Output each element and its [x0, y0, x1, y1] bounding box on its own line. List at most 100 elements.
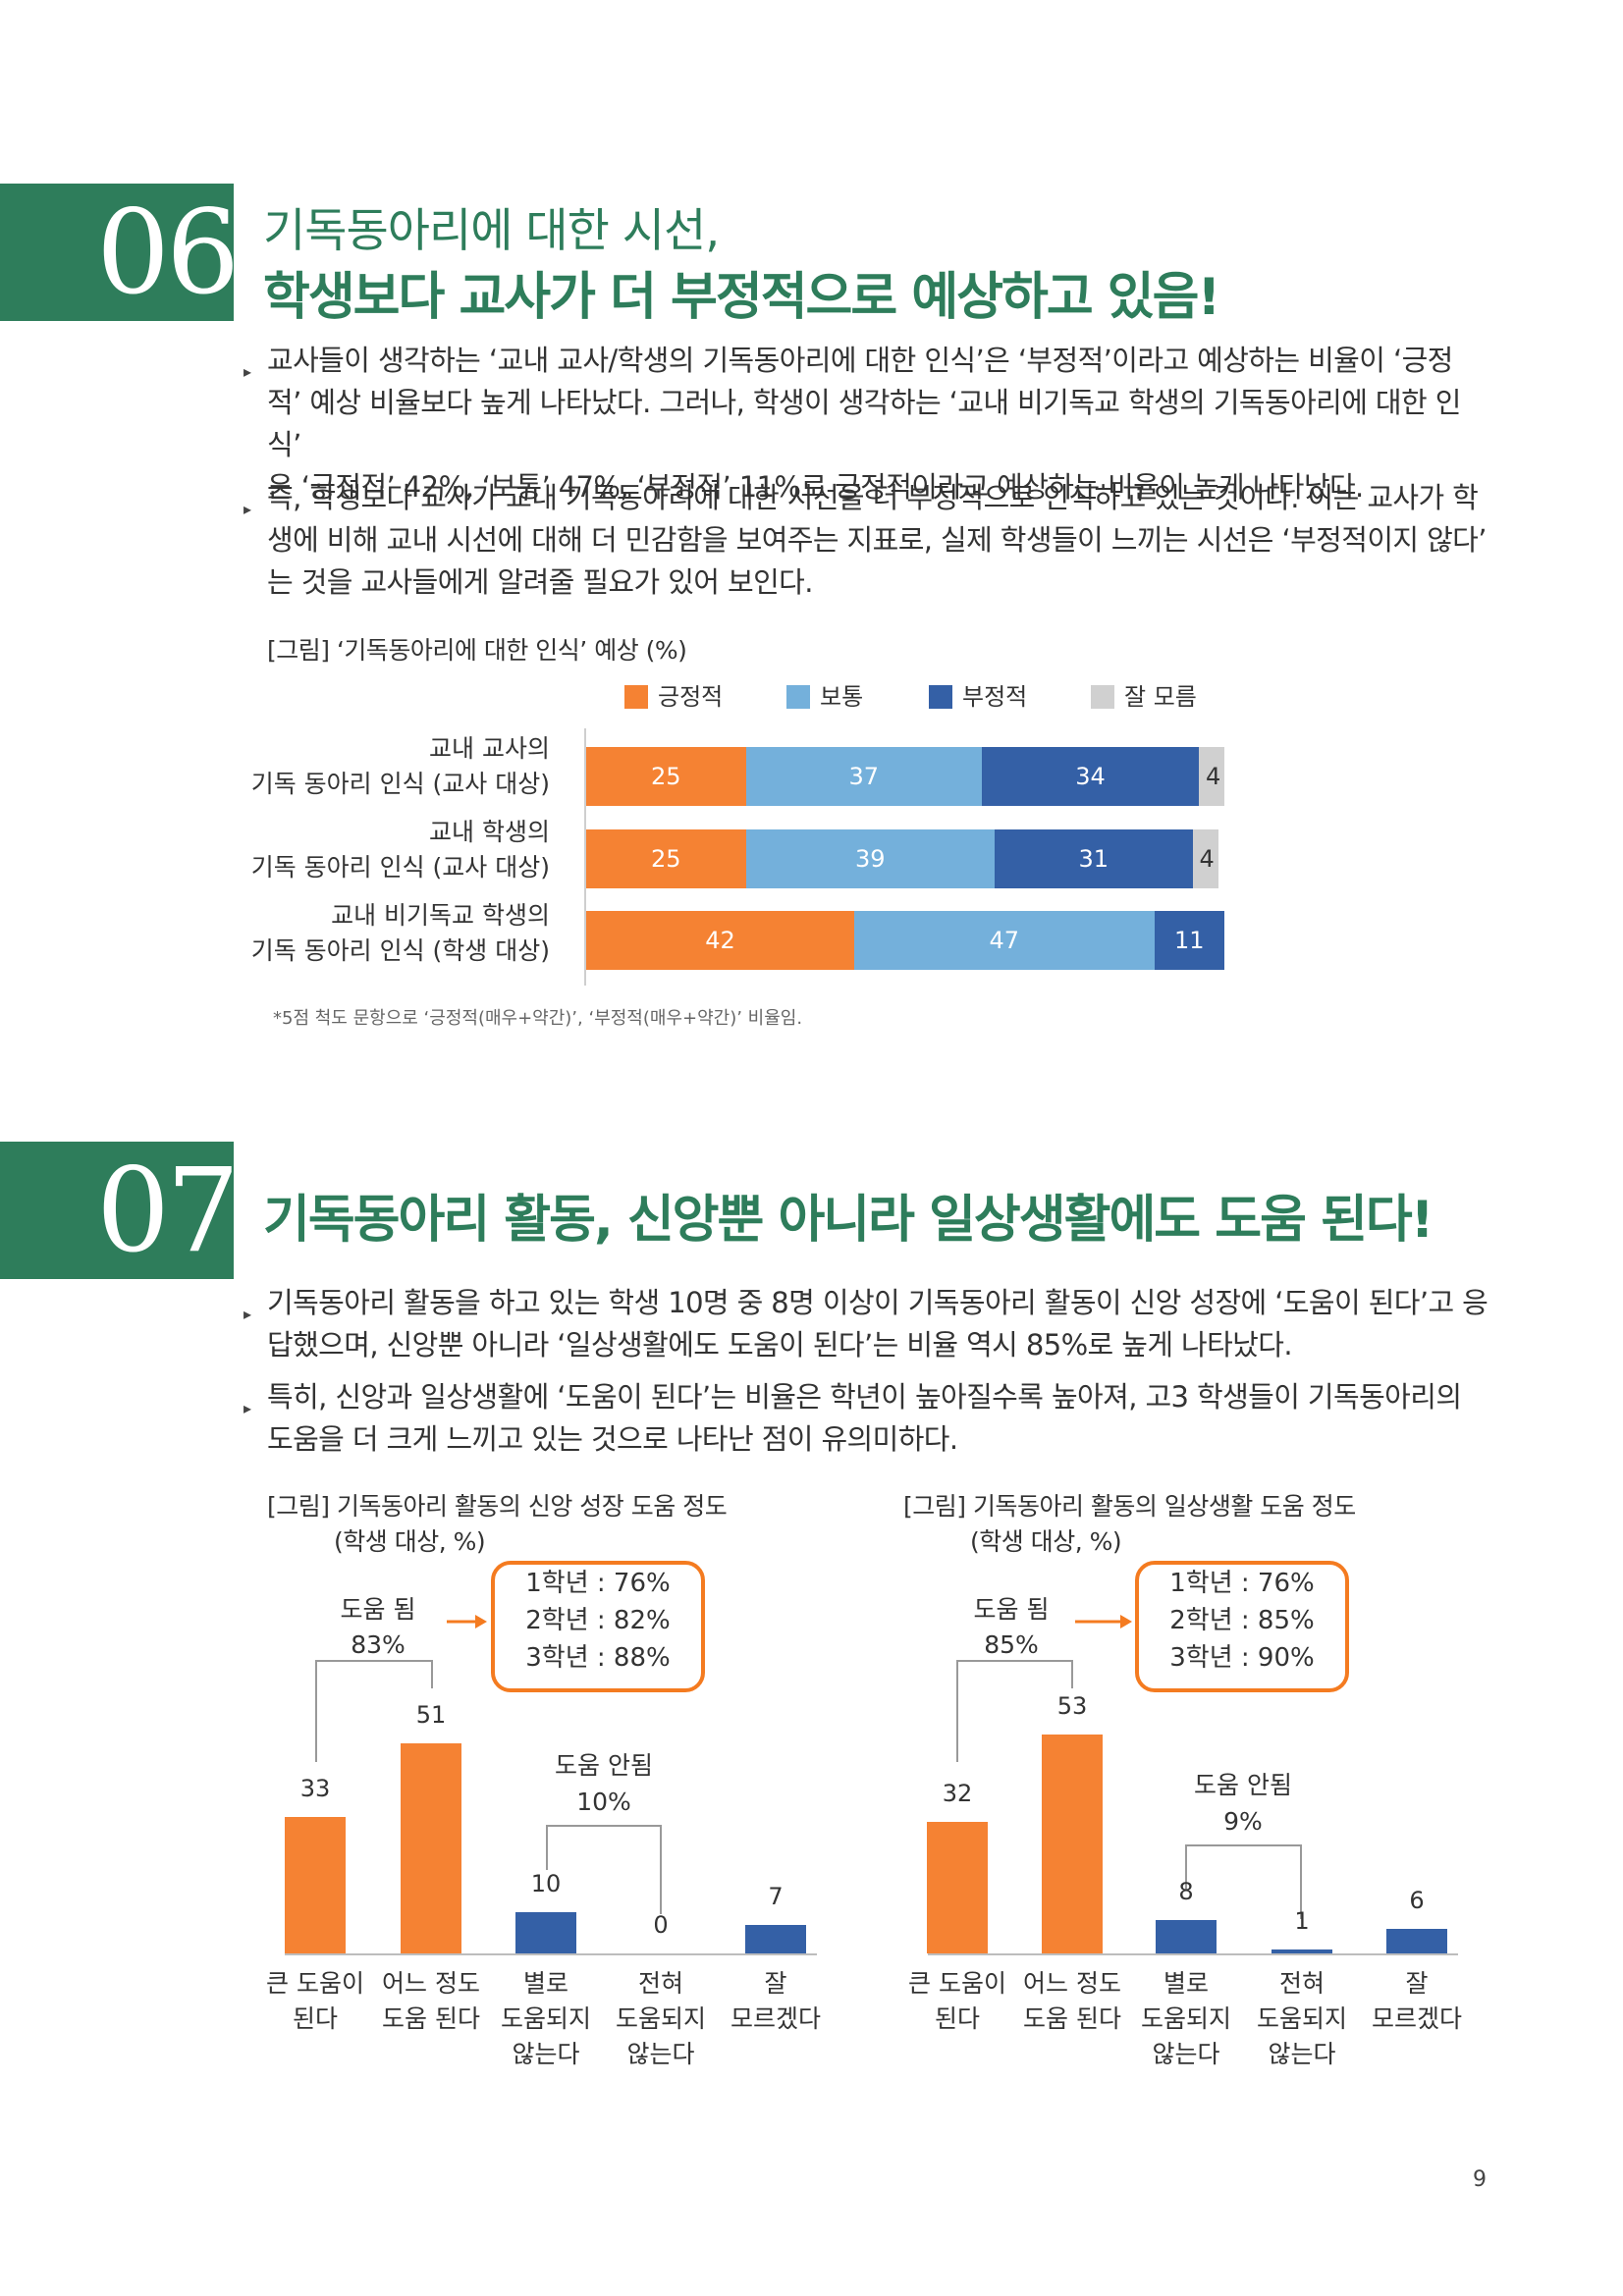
legend-label: 부정적 [962, 683, 1028, 711]
section-title: 기독동아리 활동, 신앙뿐 아니라 일상생활에도 도움 된다! [263, 1191, 1434, 1250]
bar [1271, 1949, 1332, 1953]
bar-value-label: 6 [1409, 1886, 1425, 1914]
help-label: 도움 됨 [973, 1595, 1050, 1624]
bar-segment: 34 [982, 747, 1199, 806]
arrow-right-icon [475, 1615, 487, 1629]
section-title-line1: 기독동아리에 대한 시선, [263, 204, 720, 258]
legend-item: 부정적 [929, 677, 1027, 712]
bar-value-label: 47 [989, 927, 1020, 954]
nohelp-label: 도움 안됨 [1194, 1771, 1292, 1799]
nohelp-label: 도움 안됨 [555, 1751, 653, 1780]
legend-label: 잘 모름 [1124, 683, 1197, 711]
grade-line: 2학년 : 85% [1169, 1606, 1315, 1635]
chart-row-label: 교내 학생의 기독 동아리 인식 (교사 대상) [251, 815, 550, 885]
footnote: *5점 척도 문항으로 ‘긍정적(매우+약간)’, ‘부정적(매우+약간)’ 비… [273, 1008, 803, 1029]
bar-value-label: 32 [942, 1779, 973, 1807]
grade-line: 2학년 : 82% [525, 1606, 671, 1635]
help-group-label: 도움 됨 83% [324, 1592, 432, 1663]
category-label-line: 않는다 [1268, 2040, 1336, 2068]
figure-caption-sub: (학생 대상, %) [970, 1527, 1122, 1556]
category-label: 별로 도움되지 않는다 [1127, 1966, 1245, 2072]
section-number: 07 [96, 1143, 240, 1278]
legend-item: 긍정적 [624, 677, 723, 712]
category-label-line: 잘 [764, 1969, 787, 1998]
paragraph-line: 기독동아리 활동을 하고 있는 학생 10명 중 8명 이상이 기독동아리 활동… [267, 1286, 1488, 1319]
paragraph: ▸ 교사들이 생각하는 ‘교내 교사/학생의 기독동아리에 대한 인식’은 ‘부… [243, 340, 1490, 508]
category-label-line: 모르겠다 [1371, 2004, 1462, 2033]
category-label-line: 별로 [1163, 1969, 1209, 1998]
nohelp-group-label: 도움 안됨 9% [1174, 1767, 1312, 1840]
bar [1386, 1928, 1447, 1953]
category-label-line: 도움되지 [1256, 2004, 1347, 2033]
bar-value-label: 34 [1075, 763, 1106, 790]
help-group-label: 도움 됨 85% [957, 1592, 1065, 1663]
legend-label: 보통 [820, 683, 864, 711]
paragraph-line: 생에 비해 교내 시선에 대해 더 민감함을 보여주는 지표로, 실제 학생들이… [267, 523, 1487, 557]
bar [515, 1912, 576, 1953]
chart-row-label-line: 기독 동아리 인식 (교사 대상) [250, 770, 550, 798]
category-label-line: 도움되지 [500, 2004, 591, 2033]
legend-swatch [1091, 685, 1114, 709]
bar-segment: 42 [586, 911, 854, 970]
arrow-right-icon [1120, 1615, 1132, 1629]
bar [1156, 1920, 1217, 1953]
bullet-triangle-icon: ▸ [243, 1399, 251, 1417]
bar-value-label: 1 [1294, 1906, 1310, 1935]
category-label-line: 어느 정도 [382, 1969, 480, 1998]
chart-row-label-line: 기독 동아리 인식 (학생 대상) [250, 936, 550, 965]
figure-caption: [그림] 기독동아리 활동의 신앙 성장 도움 정도 [267, 1492, 728, 1521]
bar-value-label: 37 [848, 763, 880, 790]
grade-line: 3학년 : 90% [1169, 1643, 1315, 1673]
bar-segment: 25 [586, 829, 746, 888]
bar-segment: 25 [586, 747, 746, 806]
nohelp-group-label: 도움 안됨 10% [535, 1747, 673, 1820]
category-label-line: 도움 된다 [382, 2004, 480, 2033]
section-number-badge: 06 [0, 184, 240, 321]
bar-value-label: 39 [854, 845, 886, 873]
chart-row-label-line: 기독 동아리 인식 (교사 대상) [250, 853, 550, 881]
figure-caption: [그림] ‘기독동아리에 대한 인식’ 예상 (%) [267, 636, 687, 665]
category-label-line: 도움되지 [1140, 2004, 1231, 2033]
bar-value-label: 53 [1056, 1692, 1088, 1721]
paragraph-line: 은 ‘긍정적’ 42%, ‘보통’ 47%, ‘부정적’ 11%로 긍정적이라고… [267, 470, 1364, 504]
legend-swatch [786, 685, 810, 709]
bar-segment: 47 [854, 911, 1155, 970]
legend-item: 보통 [786, 677, 863, 712]
category-label-line: 도움 된다 [1023, 2004, 1121, 2033]
page-number: 9 [1473, 2167, 1487, 2192]
bar-value-label: 10 [530, 1870, 562, 1897]
grade-line: 3학년 : 88% [525, 1643, 671, 1673]
category-label-line: 전혀 [1278, 1969, 1325, 1998]
bar-segment: 4 [1199, 747, 1224, 806]
bar-segment: 4 [1192, 829, 1218, 888]
bar-value-label: 4 [1206, 763, 1221, 790]
category-label-line: 잘 [1405, 1969, 1429, 1998]
help-bracket-line [315, 1660, 433, 1762]
grade-line: 1학년 : 76% [525, 1569, 671, 1598]
paragraph: ▸ 기독동아리 활동을 하고 있는 학생 10명 중 8명 이상이 기독동아리 … [243, 1282, 1490, 1366]
chart-row-label-line: 교내 교사의 [429, 734, 550, 763]
category-label-line: 않는다 [512, 2040, 580, 2068]
bar-segment: 11 [1154, 911, 1224, 970]
bar-segment: 31 [995, 829, 1193, 888]
bar-value-label: 4 [1199, 845, 1215, 873]
help-bracket-line [956, 1660, 1073, 1762]
bar [401, 1742, 461, 1953]
bar-segment: 39 [745, 829, 995, 888]
chart-row-label-line: 교내 학생의 [429, 818, 550, 846]
paragraph: ▸ 특히, 신앙과 일상생활에 ‘도움이 된다’는 비율은 학년이 높아질수록 … [243, 1376, 1490, 1461]
paragraph-line: 는 것을 교사들에게 알려줄 필요가 있어 보인다. [267, 565, 813, 599]
category-label-line: 된다 [292, 2004, 338, 2033]
help-value: 83% [351, 1630, 406, 1659]
category-label-line: 도움되지 [615, 2004, 706, 2033]
legend-item: 잘 모름 [1091, 677, 1197, 712]
chart-axis-line [584, 728, 586, 986]
category-label: 잘 모르겠다 [717, 1966, 835, 2037]
nohelp-bracket-line [546, 1825, 662, 1914]
figure-caption-sub: (학생 대상, %) [334, 1527, 486, 1556]
category-label: 큰 도움이 된다 [898, 1966, 1016, 2037]
bar-value-label: 51 [415, 1700, 447, 1729]
bar [1042, 1735, 1103, 1953]
